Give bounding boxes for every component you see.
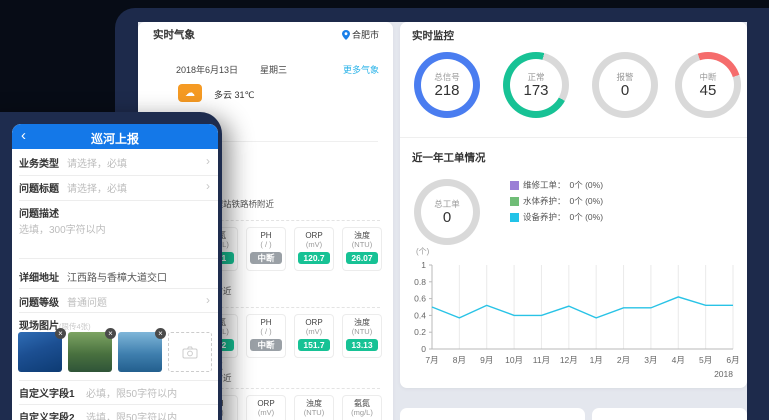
svg-text:12月: 12月 <box>560 355 578 365</box>
metric-value-badge: 120.7 <box>298 252 330 264</box>
svg-text:4月: 4月 <box>672 355 685 365</box>
station-divider <box>155 388 380 389</box>
svg-text:6月: 6月 <box>726 355 739 365</box>
phone-page-title: 巡河上报 <box>90 132 139 146</box>
weather-weekday: 星期三 <box>260 65 288 75</box>
camera-icon <box>182 346 198 358</box>
phone-header: ‹ 巡河上报 <box>12 124 218 149</box>
svg-text:8月: 8月 <box>453 355 466 365</box>
svg-text:0.4: 0.4 <box>414 310 426 320</box>
photos-label: 现场图片(限传4张) <box>19 321 91 332</box>
description-placeholder: 选填，300字符以内 <box>19 225 106 236</box>
legend-swatch <box>510 180 519 190</box>
weather-condition: 多云 31℃ <box>214 90 255 100</box>
monitor-title: 实时监控 <box>412 30 454 42</box>
legend-equipment-maintenance: 设备养护： 0个 (0%) <box>510 211 603 223</box>
metric-card: ORP (mV) 120.7 <box>294 227 334 271</box>
chart-y-unit: (个) <box>416 247 430 256</box>
workorders-line-chart: 0 0.2 0.4 0.6 0.8 1 7月 8月 9月 10月 11月 12月 1月 2月 3月 4月 5月 6… <box>414 260 739 379</box>
donut-total-workorders: 总工单 0 <box>414 179 480 245</box>
partly-cloudy-icon: ☁ <box>178 84 202 102</box>
metric-card: 氨氮 (mg/L) 2.47 <box>342 395 382 420</box>
metric-card: 浊度 (NTU) 26.07 <box>342 227 382 271</box>
metric-card: 浊度 (NTU) 13.13 <box>342 314 382 358</box>
issue-title-placeholder: 请选择，必填 <box>67 184 127 195</box>
city-name: 合肥市 <box>351 30 379 40</box>
row-divider <box>19 200 218 201</box>
row-divider <box>19 380 218 381</box>
donut-alarm: 报警 0 <box>592 52 658 118</box>
legend-swatch <box>510 196 519 206</box>
metric-card: PH ( / ) 中断 <box>246 314 286 358</box>
metric-card: ORP (mV) 151.7 <box>294 314 334 358</box>
chevron-right-icon: › <box>206 179 210 193</box>
svg-text:1: 1 <box>421 260 426 270</box>
row-divider <box>19 288 218 289</box>
svg-text:3月: 3月 <box>644 355 657 365</box>
workorders-title: 近一年工单情况 <box>412 152 486 164</box>
weather-date: 2018年6月13日 <box>176 65 239 75</box>
location[interactable]: 合肥市 <box>341 28 379 41</box>
patrol-report-screen: ‹ 巡河上报 业务类型 请选择，必填 › 问题标题 请选择，必填 › 问题描述 … <box>12 124 218 420</box>
chevron-right-icon: › <box>206 293 210 307</box>
business-type-placeholder: 请选择，必填 <box>67 159 127 170</box>
bottom-card-right <box>592 408 747 420</box>
bottom-card-left <box>400 408 585 420</box>
more-weather-link[interactable]: 更多气象 <box>342 65 379 75</box>
monitor-workorders-panel: 实时监控 总信号 218 正常 173 报警 0 中断 45 近一年工单情况 总… <box>400 22 747 388</box>
row-divider <box>19 404 218 405</box>
metric-value-badge: 13.13 <box>346 339 378 351</box>
svg-text:11月: 11月 <box>533 355 550 365</box>
back-chevron-icon[interactable]: ‹ <box>21 127 26 144</box>
station-divider <box>155 307 380 308</box>
donut-normal: 正常 173 <box>503 52 569 118</box>
svg-text:1月: 1月 <box>590 355 603 365</box>
metric-value-badge: 中断 <box>250 252 282 264</box>
issue-level-placeholder: 普通问题 <box>67 298 107 309</box>
svg-text:0: 0 <box>421 344 426 354</box>
donut-interrupted: 中断 45 <box>675 52 741 118</box>
custom-field-2-placeholder: 选填，限50字符以内 <box>86 413 178 420</box>
svg-text:2018: 2018 <box>714 369 733 379</box>
metric-card: 浊度 (NTU) 13.86 <box>294 395 334 420</box>
delete-photo-icon[interactable]: × <box>55 328 66 339</box>
address-value: 江西路与香樟大道交口 <box>67 273 167 284</box>
svg-text:7月: 7月 <box>425 355 438 365</box>
photos-limit-hint: (限传4张) <box>59 322 91 331</box>
weather-divider <box>153 141 378 142</box>
legend-water-maintenance: 水体养护： 0个 (0%) <box>510 195 603 207</box>
metric-value-badge: 26.07 <box>346 252 378 264</box>
delete-photo-icon[interactable]: × <box>155 328 166 339</box>
chevron-right-icon: › <box>206 154 210 168</box>
location-pin-icon <box>341 29 350 40</box>
row-divider <box>19 258 218 259</box>
legend-swatch <box>510 212 519 222</box>
metric-card: ORP (mV) 91.44 <box>246 395 286 420</box>
metric-value-badge: 151.7 <box>298 339 330 351</box>
metric-value-badge: 中断 <box>250 339 282 351</box>
svg-text:5月: 5月 <box>699 355 712 365</box>
svg-text:9月: 9月 <box>480 355 493 365</box>
row-divider <box>19 175 218 176</box>
section-divider <box>400 137 747 138</box>
svg-text:2月: 2月 <box>617 355 630 365</box>
svg-text:10月: 10月 <box>505 355 523 365</box>
svg-text:0.8: 0.8 <box>414 277 426 287</box>
photo-thumbnail[interactable]: × <box>68 328 116 372</box>
metric-card: PH ( / ) 中断 <box>246 227 286 271</box>
weather-title: 实时气象 <box>153 29 195 41</box>
custom-field-1-placeholder: 必填，限50字符以内 <box>86 389 178 400</box>
row-divider <box>19 312 218 313</box>
add-photo-button[interactable] <box>168 332 212 372</box>
svg-text:0.6: 0.6 <box>414 294 426 304</box>
legend-repair: 维修工单： 0个 (0%) <box>510 179 603 191</box>
delete-photo-icon[interactable]: × <box>105 328 116 339</box>
photo-thumbnail[interactable]: × <box>118 328 166 372</box>
photo-thumbnail[interactable]: × <box>18 328 66 372</box>
svg-text:0.2: 0.2 <box>414 327 426 337</box>
donut-total-signals: 总信号 218 <box>414 52 480 118</box>
station-divider <box>155 220 380 221</box>
